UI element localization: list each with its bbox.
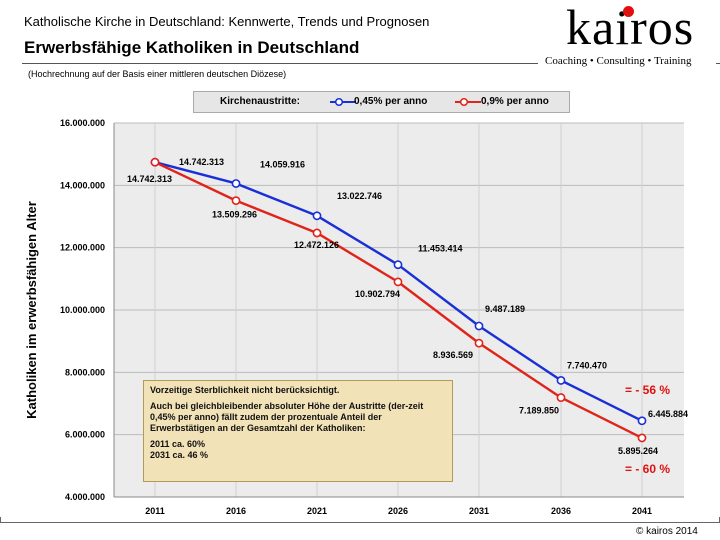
data-point — [556, 393, 566, 402]
header-note: (Hochrechnung auf der Basis einer mittle… — [28, 69, 287, 79]
data-label: 5.895.264 — [618, 446, 658, 456]
data-label: 8.936.569 — [433, 350, 473, 360]
y-tick-label: 8.000.000 — [65, 367, 105, 377]
data-label: 7.740.470 — [567, 360, 607, 370]
annotation-line2: Auch bei gleichbleibender absoluter Höhe… — [150, 401, 424, 433]
percent-change-red: = - 60 % — [625, 462, 671, 476]
data-point — [393, 277, 403, 287]
data-point — [231, 179, 241, 188]
data-label: 9.487.189 — [485, 304, 525, 314]
data-point — [231, 196, 241, 206]
data-label: 13.022.746 — [337, 191, 382, 201]
x-axis-ticks: 2011 2016 2021 2026 2031 2036 2041 — [145, 506, 652, 516]
legend-red-marker-icon — [455, 97, 481, 107]
annotation-box: Vorzeitige Sterblichkeit nicht berücksic… — [143, 380, 453, 482]
logo-tagline: Coaching • Consulting • Training — [545, 55, 692, 67]
data-point — [150, 157, 160, 167]
data-point — [312, 211, 322, 221]
data-label: 6.445.884 — [648, 409, 688, 419]
header-divider — [22, 63, 538, 64]
data-point — [474, 321, 484, 331]
data-label: 14.742.313 — [127, 174, 172, 184]
y-tick-label: 12.000.000 — [60, 243, 105, 253]
y-axis-label: Katholiken im erwerbsfähigen Alter — [24, 201, 39, 419]
data-point — [312, 228, 322, 238]
copyright: © kairos 2014 — [636, 526, 698, 537]
data-label: 14.742.313 — [179, 157, 224, 167]
footer-divider — [0, 522, 720, 523]
data-label: 14.059.916 — [260, 159, 305, 169]
y-axis-ticks: 4.000.000 6.000.000 8.000.000 10.000.000 12.… — [60, 118, 105, 502]
footer-tick-left — [0, 517, 1, 523]
y-tick-label: 10.000.000 — [60, 305, 105, 315]
x-tick-label: 2031 — [469, 506, 489, 516]
series-group: 14.742.313 14.059.916 13.022.746 11.453.414… — [127, 157, 688, 456]
x-tick-label: 2026 — [388, 506, 408, 516]
data-point — [474, 338, 484, 348]
header-subtitle: Katholische Kirche in Deutschland: Kennw… — [24, 14, 430, 29]
page-title: Erwerbsfähige Katholiken in Deutschland — [24, 38, 360, 57]
data-label: 10.902.794 — [355, 289, 400, 299]
data-point — [637, 433, 647, 443]
annotation-line1: Vorzeitige Sterblichkeit nicht berücksic… — [150, 385, 340, 395]
x-tick-label: 2021 — [307, 506, 327, 516]
x-tick-label: 2041 — [632, 506, 652, 516]
data-point — [393, 260, 403, 270]
y-tick-label: 6.000.000 — [65, 430, 105, 440]
header-divider-right — [716, 63, 720, 64]
y-tick-label: 16.000.000 — [60, 118, 105, 128]
data-label: 13.509.296 — [212, 210, 257, 220]
logo-dot-icon — [623, 6, 634, 17]
legend-series2-label: 0,9% per anno — [481, 96, 549, 107]
data-label: 7.189.850 — [519, 406, 559, 416]
legend-series1-label: 0,45% per anno — [354, 96, 428, 107]
y-tick-label: 14.000.000 — [60, 180, 105, 190]
data-label: 11.453.414 — [418, 244, 463, 254]
chart-legend: Kirchenaustritte: 0,45% per anno 0,9% pe… — [193, 91, 570, 113]
data-point — [637, 416, 647, 426]
y-tick-label: 4.000.000 — [65, 492, 105, 502]
legend-title: Kirchenaustritte: — [220, 96, 301, 107]
legend-blue-marker-icon — [330, 97, 356, 107]
data-label: 12.472.126 — [294, 240, 339, 250]
x-tick-label: 2011 — [145, 506, 165, 516]
annotation-line4: 2031 ca. 46 % — [150, 450, 209, 460]
percent-change-blue: = - 56 % — [625, 383, 671, 397]
x-tick-label: 2016 — [226, 506, 246, 516]
data-point — [556, 376, 566, 385]
x-tick-label: 2036 — [551, 506, 571, 516]
annotation-line3: 2011 ca. 60% — [150, 439, 206, 449]
